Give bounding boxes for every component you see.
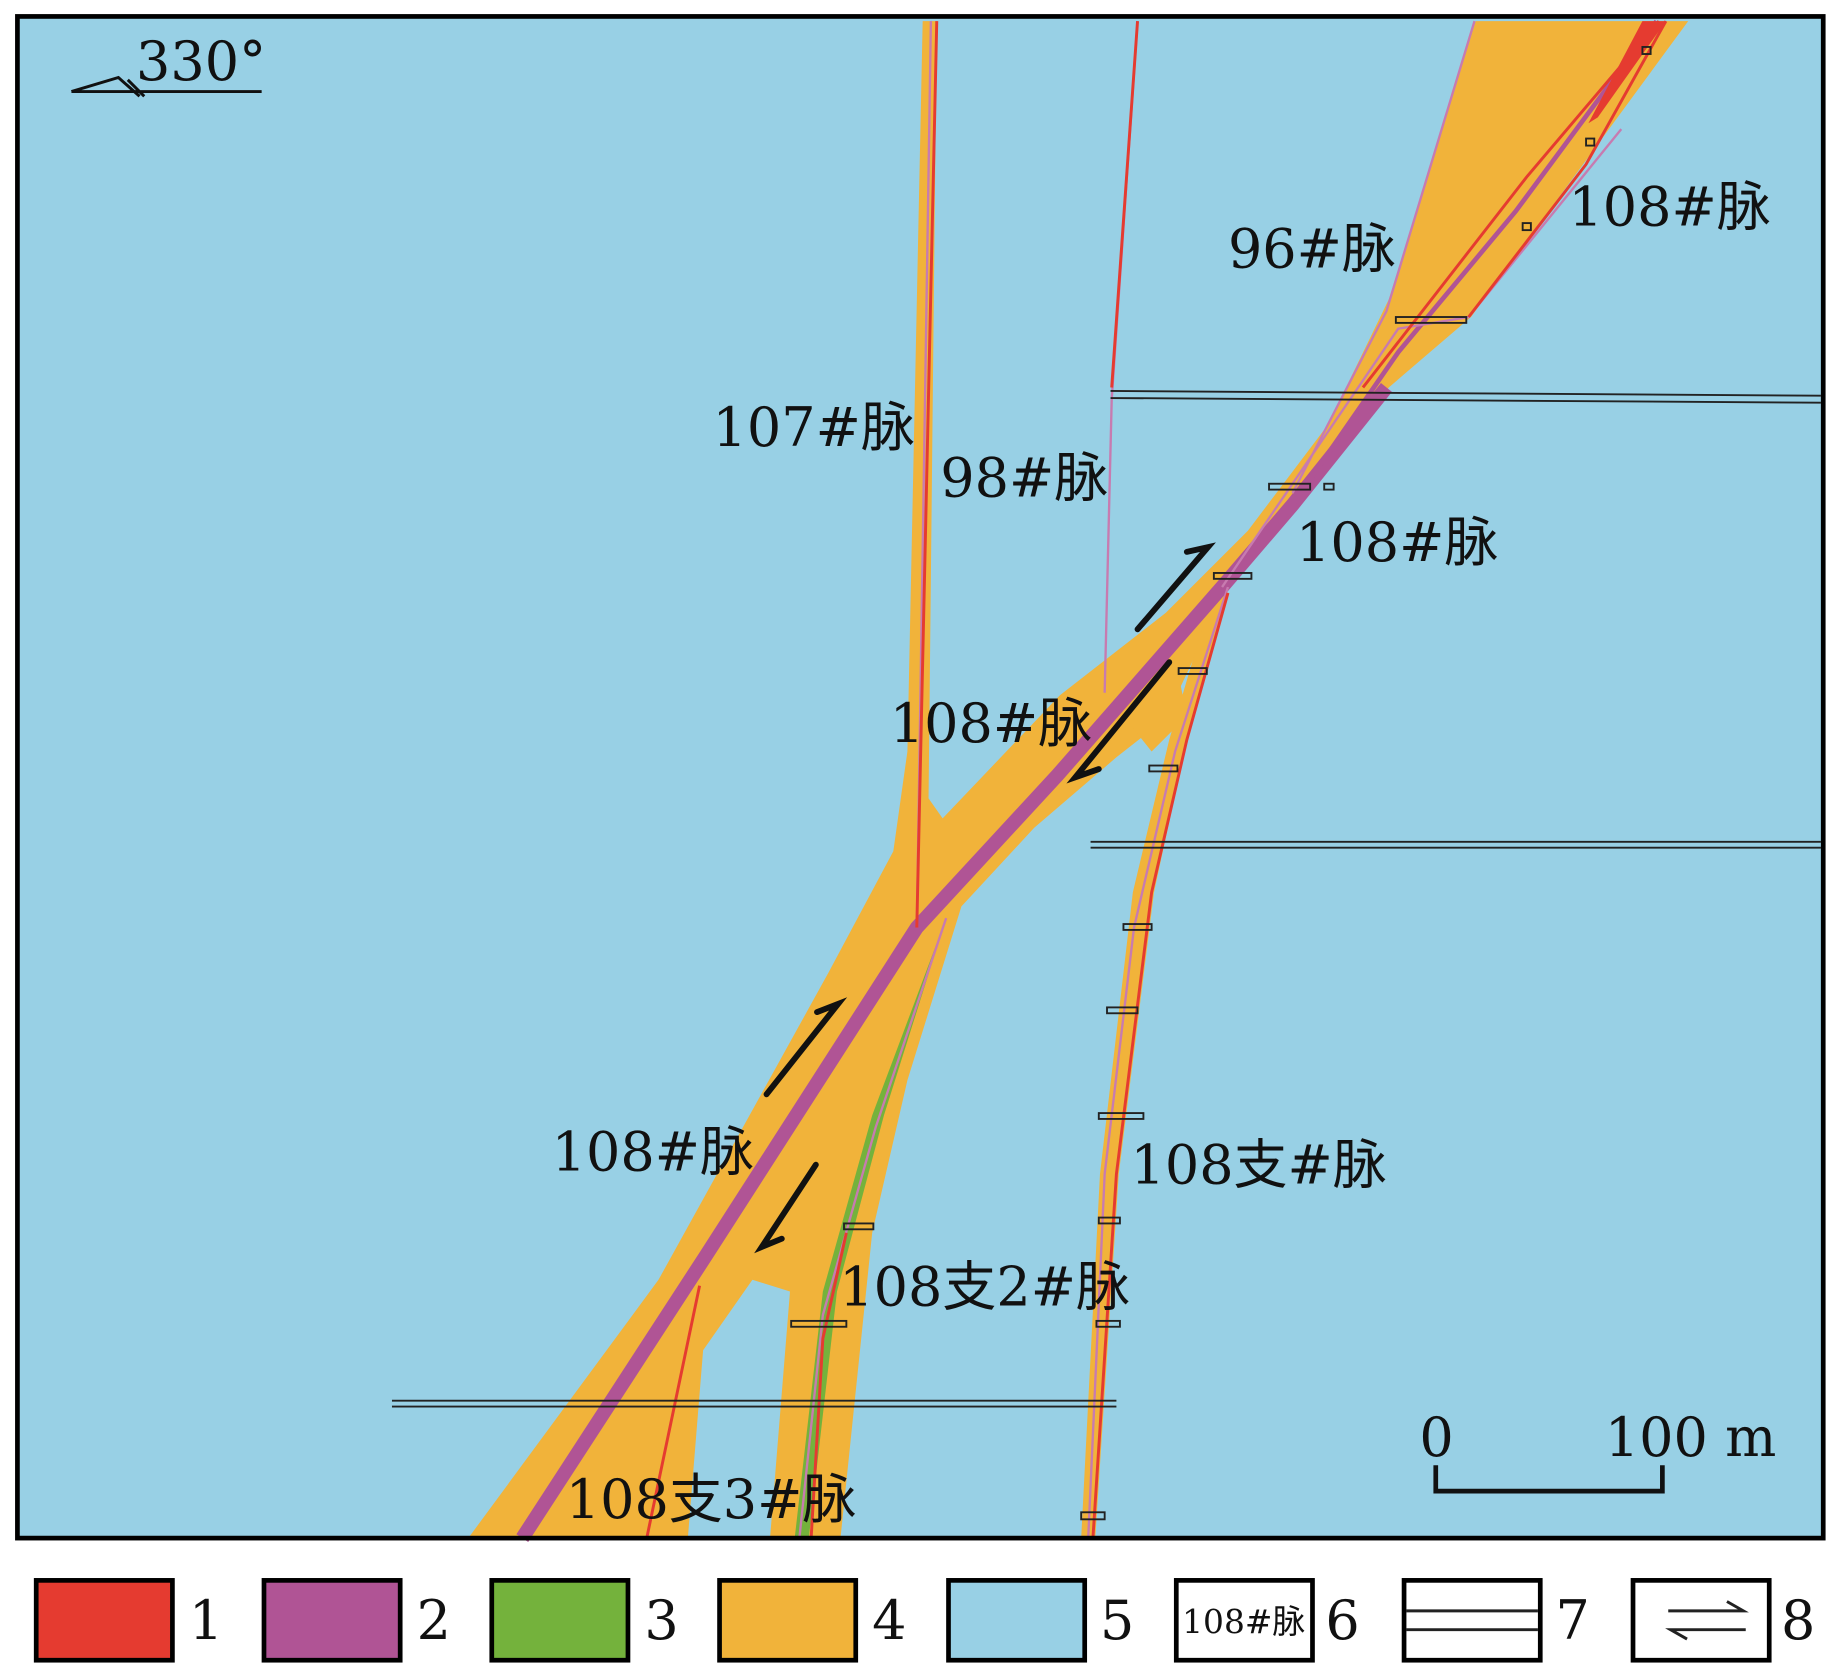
scale-end: 100 m — [1605, 1406, 1776, 1469]
scale-bar: 0 100 m — [1419, 1406, 1776, 1494]
pink-lines — [798, 20, 1623, 1539]
vein-label: 108#脉 — [552, 1121, 754, 1184]
scale-start: 0 — [1419, 1406, 1453, 1469]
legend-num: 8 — [1781, 1589, 1815, 1652]
vein-label: 108支3#脉 — [566, 1468, 857, 1531]
green-vein — [794, 918, 947, 1539]
vein-label: 96#脉 — [1228, 218, 1396, 281]
vein-label: 108#脉 — [890, 692, 1092, 755]
legend-num: 3 — [644, 1589, 678, 1652]
vein-label: 107#脉 — [713, 396, 915, 459]
legend-num: 7 — [1556, 1589, 1590, 1652]
legend-swatch-5 — [946, 1578, 1088, 1663]
orientation-indicator: 330° — [71, 30, 266, 98]
alteration-zone-108-branch — [1081, 592, 1230, 1539]
legend-swatch-6 — [1173, 1578, 1315, 1663]
legend-num: 4 — [872, 1589, 906, 1652]
vein-label: 108支#脉 — [1130, 1134, 1386, 1197]
strike-symbol-icon — [71, 75, 262, 98]
legend-swatch-4 — [717, 1578, 859, 1663]
legend-swatch-2 — [261, 1578, 403, 1663]
purple-vein-upper — [1290, 19, 1659, 507]
legend-numbers: 1 2 3 4 5 6 7 8 — [189, 1589, 1815, 1652]
legend-num: 2 — [417, 1589, 451, 1652]
red-veins — [645, 20, 1668, 1539]
vein-label: 108#脉 — [1296, 511, 1498, 574]
map-frame — [15, 14, 1826, 1541]
alteration-zone-junction — [1104, 657, 1187, 752]
legend-num: 1 — [189, 1589, 223, 1652]
legend-swatch-8 — [1630, 1578, 1772, 1663]
vein-label: 98#脉 — [940, 447, 1108, 510]
legend-num: 6 — [1325, 1589, 1359, 1652]
fault-arrows — [754, 542, 1216, 1254]
legend — [33, 1578, 1772, 1663]
legend-swatch-3 — [489, 1578, 631, 1663]
vein-labels: 107#脉 98#脉 96#脉 108#脉 108#脉 108#脉 108#脉 … — [552, 175, 1771, 1531]
vein-label: 108#脉 — [1568, 175, 1770, 238]
fault-arrow-symbol-icon — [1665, 1600, 1749, 1641]
tunnels — [391, 46, 1821, 1521]
legend-swatch-7 — [1401, 1578, 1543, 1663]
legend-num: 5 — [1100, 1589, 1134, 1652]
legend-swatch-1 — [33, 1578, 175, 1663]
legend-label-sample: 108#脉 — [1182, 1602, 1305, 1641]
vein-label: 108支2#脉 — [839, 1256, 1130, 1319]
orientation-label: 330° — [136, 30, 266, 93]
tunnel-symbol-icon — [1406, 1609, 1538, 1632]
